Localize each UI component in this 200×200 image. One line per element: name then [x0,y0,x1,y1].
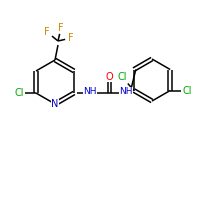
Text: Cl: Cl [14,88,24,98]
Text: N: N [51,99,59,109]
Text: NH: NH [83,88,97,97]
Text: F: F [68,33,74,43]
Text: F: F [44,27,50,37]
Text: O: O [105,72,113,82]
Text: NH: NH [119,88,133,97]
Text: Cl: Cl [117,72,127,82]
Text: F: F [58,23,64,33]
Text: Cl: Cl [182,86,192,96]
